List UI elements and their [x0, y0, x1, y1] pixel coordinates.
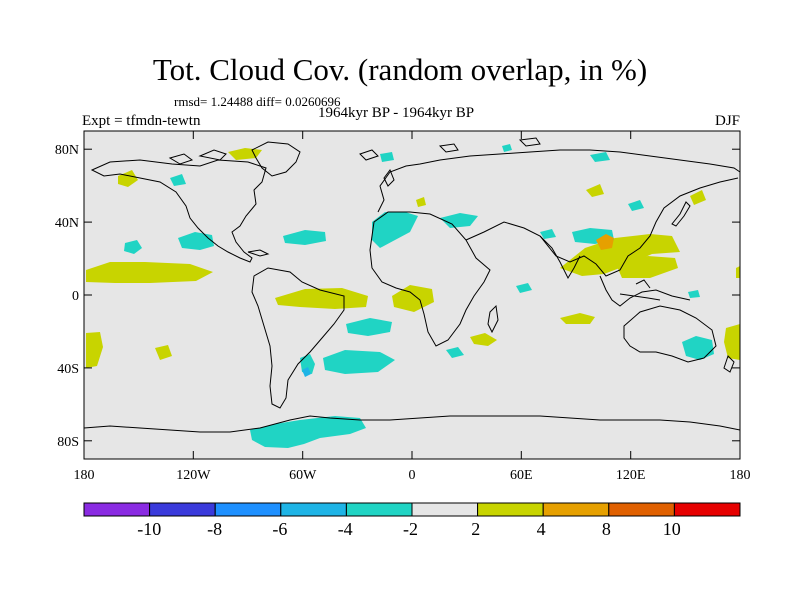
coastline-greenland	[251, 141, 301, 177]
colorbar-box	[608, 502, 675, 517]
anomaly-patch	[250, 416, 366, 448]
y-tick-label: 80N	[55, 143, 79, 158]
coastline-arctic-islands	[168, 137, 541, 165]
anomaly-patch	[178, 232, 214, 250]
anomaly-patch	[302, 367, 311, 377]
y-tick-label: 80S	[57, 435, 79, 450]
colorbar-label: 8	[602, 519, 611, 539]
anomaly-patch	[560, 313, 595, 324]
colorbar-label: -6	[272, 519, 287, 539]
anomaly-patch	[540, 229, 556, 239]
colorbar-label: -4	[338, 519, 353, 539]
x-tick-label: 180	[74, 468, 95, 483]
x-tick-labels: 180 120W 60W 0 60E 120E 180	[74, 468, 751, 483]
colorbar-label: -8	[207, 519, 222, 539]
anomaly-patch	[690, 190, 706, 205]
colorbar-box	[477, 502, 544, 517]
anomaly-patch	[590, 152, 610, 162]
anomaly-patch	[372, 212, 418, 248]
coastline-south-america	[251, 267, 345, 409]
period-label: 1964kyr BP - 1964kyr BP	[318, 105, 475, 121]
anomaly-patch	[440, 213, 478, 228]
colorbar-box	[214, 502, 282, 517]
anomaly-patch	[124, 240, 142, 254]
colorbar-label: -10	[137, 519, 161, 539]
season-label: DJF	[714, 113, 740, 129]
colorbar-box	[345, 502, 413, 517]
anomaly-patch	[586, 184, 604, 197]
anomaly-patch	[615, 256, 678, 278]
anomaly-patch	[446, 347, 464, 358]
colorbar-labels: -10 -8 -6 -4 -2 2 4 8 10	[137, 519, 680, 539]
anomaly-patch	[275, 288, 368, 309]
anomaly-patch	[380, 152, 394, 162]
colorbar-box	[542, 502, 610, 517]
coastline-new-zealand	[723, 355, 735, 373]
coastline-africa	[369, 211, 491, 347]
anomaly-patch	[392, 285, 434, 312]
anomaly-patch	[682, 336, 714, 360]
figure-title: Tot. Cloud Cov. (random overlap, in %)	[152, 52, 648, 87]
x-tick-label: 0	[409, 468, 416, 483]
coastline-british-isles	[383, 168, 395, 187]
anomaly-patch	[724, 324, 740, 360]
colorbar	[83, 502, 741, 517]
anomaly-patch	[416, 197, 426, 207]
y-tick-label: 0	[72, 289, 79, 304]
coastline-australia	[623, 305, 717, 363]
stats-line: rmsd= 1.24488 diff= 0.0260696	[174, 94, 341, 109]
coastline-asia	[465, 177, 739, 277]
x-tick-label: 60E	[510, 468, 533, 483]
x-tick-label: 180	[730, 468, 751, 483]
coastline-antarctica	[83, 415, 741, 433]
anomaly-patch	[283, 230, 326, 245]
y-tick-labels: 80N 40N 0 40S 80S	[55, 143, 79, 450]
anomaly-patch	[516, 283, 532, 293]
colorbar-box	[673, 502, 741, 517]
y-tick-label: 40N	[55, 216, 79, 231]
anomaly-patch	[736, 266, 740, 278]
anomaly-patches	[86, 144, 740, 448]
anomaly-patch	[323, 350, 395, 374]
anomaly-patch	[596, 234, 614, 250]
colorbar-box	[280, 502, 347, 517]
y-axis	[84, 148, 740, 442]
x-axis	[83, 131, 741, 459]
coastline-caribbean	[247, 249, 270, 257]
coastline-india	[539, 235, 581, 280]
colorbar-label: 10	[663, 519, 681, 539]
coastline-madagascar	[487, 304, 499, 334]
anomaly-patch	[86, 332, 103, 368]
colorbar-box	[83, 502, 151, 517]
anomaly-patch	[170, 174, 186, 186]
anomaly-patch	[560, 234, 680, 276]
coastlines	[83, 137, 741, 433]
coastline-japan	[671, 201, 691, 227]
anomaly-patch	[228, 148, 262, 160]
experiment-label: Expt = tfmdn-tewtn	[82, 113, 201, 129]
colorbar-label: 4	[537, 519, 546, 539]
coastline-southeast-asia	[599, 275, 691, 307]
colorbar-label: -2	[403, 519, 418, 539]
y-tick-label: 40S	[57, 362, 79, 377]
coastline-europe	[377, 149, 741, 213]
colorbar-box	[149, 502, 216, 517]
anomaly-patch	[688, 290, 700, 298]
anomaly-patch	[502, 144, 512, 152]
coastline-indonesia	[619, 279, 661, 301]
x-tick-label: 120E	[616, 468, 646, 483]
anomaly-patch	[86, 262, 213, 283]
anomaly-patch	[470, 333, 497, 346]
anomaly-patch	[300, 354, 315, 374]
anomaly-patch	[155, 345, 172, 360]
x-tick-label: 120W	[176, 468, 211, 483]
anomaly-patch	[628, 200, 644, 211]
x-tick-label: 60W	[289, 468, 317, 483]
anomaly-patch	[346, 318, 392, 336]
colorbar-box	[411, 502, 479, 517]
colorbar-label: 2	[471, 519, 480, 539]
